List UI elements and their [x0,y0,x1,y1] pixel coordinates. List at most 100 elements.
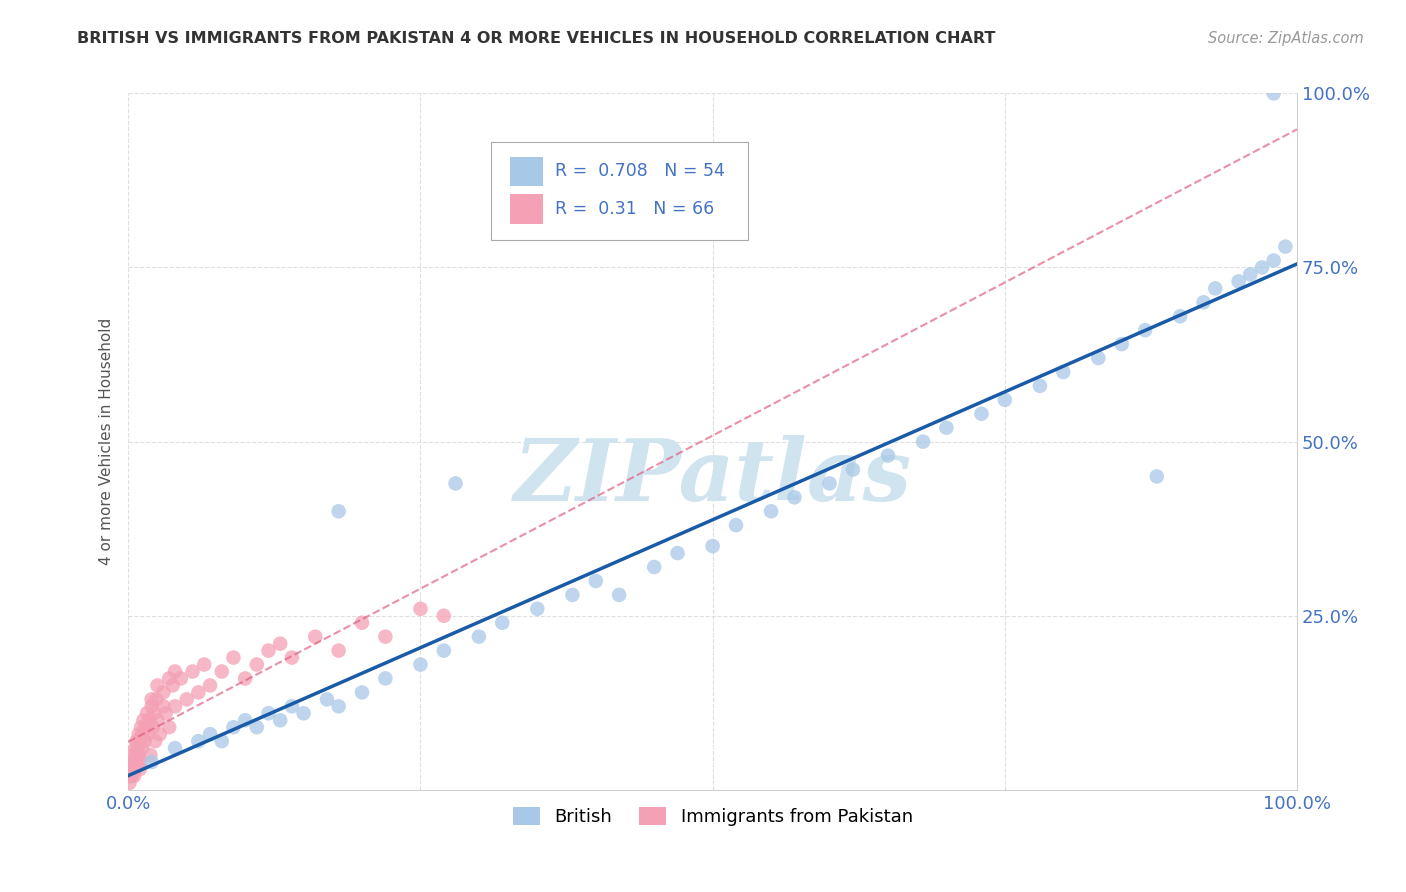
Point [143,734,166,748]
Point [911,434,934,449]
Point [233,713,256,727]
Point [666,546,689,560]
Point [468,630,491,644]
Point [131,727,153,741]
Point [409,602,432,616]
Point [121,769,143,783]
Point [187,734,209,748]
Point [759,504,782,518]
Point [118,776,141,790]
Point [257,643,280,657]
Point [146,713,169,727]
Point [138,713,160,727]
Point [433,643,456,657]
Point [132,713,155,727]
Point [211,665,233,679]
Point [643,560,665,574]
Point [269,713,291,727]
Point [1087,351,1109,365]
Point [127,741,149,756]
Point [149,727,172,741]
Point [125,734,148,748]
Point [1052,365,1074,379]
Point [1204,281,1226,295]
Legend: British, Immigrants from Pakistan: British, Immigrants from Pakistan [505,799,920,833]
Point [176,692,198,706]
Point [163,665,186,679]
Y-axis label: 4 or more Vehicles in Household: 4 or more Vehicles in Household [100,318,114,566]
Point [1111,337,1133,351]
Point [702,539,724,553]
Point [1263,87,1285,101]
Point [125,748,148,763]
Point [135,720,157,734]
Point [328,699,350,714]
Point [162,678,184,692]
Point [143,706,166,721]
Point [157,672,180,686]
Point [783,491,806,505]
Point [281,699,304,714]
Point [131,741,153,756]
Point [561,588,583,602]
Point [257,706,280,721]
Point [141,692,163,706]
Point [124,762,146,776]
Point [246,720,269,734]
Point [1274,239,1296,253]
Point [120,762,142,776]
Point [121,755,143,769]
Point [585,574,607,588]
Point [1029,379,1052,393]
Point [292,706,315,721]
Point [198,678,221,692]
Point [350,615,373,630]
Point [935,420,957,434]
Point [152,685,174,699]
Point [304,630,326,644]
Point [146,678,169,692]
Point [145,692,167,706]
Point [724,518,747,533]
Point [187,685,209,699]
Point [1227,275,1250,289]
Point [134,734,156,748]
Point [409,657,432,672]
Point [877,449,900,463]
Point [328,504,350,518]
Point [163,699,186,714]
Point [842,462,865,476]
Point [1251,260,1274,275]
Point [246,657,269,672]
Point [994,392,1017,407]
Point [316,692,339,706]
Point [129,762,152,776]
Point [970,407,993,421]
Point [1263,253,1285,268]
Point [136,727,159,741]
Point [122,755,145,769]
Point [374,672,396,686]
Point [374,630,396,644]
Point [1239,268,1261,282]
Point [141,755,163,769]
Point [211,734,233,748]
Text: Source: ZipAtlas.com: Source: ZipAtlas.com [1208,31,1364,46]
Point [222,720,245,734]
Point [127,755,149,769]
Point [491,615,513,630]
Point [233,672,256,686]
Point [157,720,180,734]
Point [152,699,174,714]
Point [120,769,142,783]
Point [122,762,145,776]
Point [128,748,150,763]
Text: ZIPatlas: ZIPatlas [513,434,911,518]
Point [155,706,177,721]
Point [129,720,152,734]
Point [1192,295,1215,310]
Point [122,769,145,783]
Point [1146,469,1168,483]
Point [136,706,159,721]
Point [129,755,152,769]
